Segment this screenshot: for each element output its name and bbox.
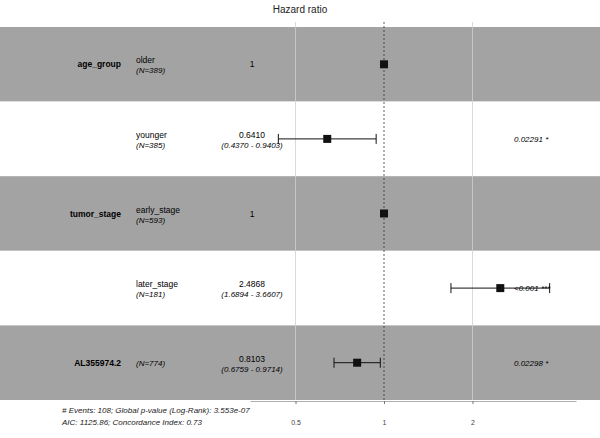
n-label: (N=181) xyxy=(136,290,165,299)
grid-line xyxy=(472,22,473,400)
footnote: # Events: 108; Global p-value (Log-Rank)… xyxy=(62,406,250,415)
tick-mark xyxy=(472,401,473,404)
tick: 1 xyxy=(383,401,387,426)
row-texts: age_group older(N=389) 1 younger(N=385) 0.64… xyxy=(70,55,551,373)
p-label: 0.02291 * xyxy=(514,135,549,144)
level-label: younger xyxy=(136,130,167,140)
confidence-interval xyxy=(334,358,380,368)
row-band xyxy=(0,27,600,102)
level-label: later_stage xyxy=(136,279,178,289)
tick: 0.5 xyxy=(291,401,301,426)
title: Hazard ratio xyxy=(273,4,328,15)
ci-segment xyxy=(450,283,451,293)
level-label: older xyxy=(136,55,155,65)
n-label: (N=389) xyxy=(136,66,165,75)
hazard-ratio-point xyxy=(353,359,361,367)
row-band xyxy=(0,251,600,326)
row-band xyxy=(0,176,600,251)
p-label: 0.02298 * xyxy=(514,359,549,368)
hr-label: 0.6410 xyxy=(239,130,265,140)
grid-line xyxy=(295,22,296,400)
axis-line xyxy=(251,401,577,402)
footnote: AIC: 1125.86; Concordance Index: 0.73 xyxy=(61,418,202,427)
marks xyxy=(278,60,549,367)
hr-label: 1 xyxy=(250,59,255,69)
hr-label: 2.4868 xyxy=(239,279,265,289)
tick-label: 2 xyxy=(471,419,475,426)
p-label: <0.001 *** xyxy=(514,284,551,293)
variable-label: tumor_stage xyxy=(70,209,121,219)
hr-label: 0.8103 xyxy=(239,354,265,364)
tick-mark xyxy=(296,401,297,404)
ci-segment xyxy=(376,134,377,144)
ci-label: (0.4370 - 0.9403) xyxy=(221,141,283,150)
x-axis: 0.5 1 2 xyxy=(251,401,577,426)
n-label: (N=774) xyxy=(136,359,165,368)
tick-mark xyxy=(384,401,385,404)
hazard-ratio-point xyxy=(323,135,331,143)
forest-plot: Hazard ratio age_group older(N=389) 1 younge… xyxy=(0,0,600,438)
hazard-ratio-point xyxy=(496,284,504,292)
variable-label: AL355974.2 xyxy=(74,358,121,368)
tick-label: 1 xyxy=(383,419,387,426)
level-label: early_stage xyxy=(136,205,180,215)
n-label: (N=385) xyxy=(136,141,165,150)
ci-label: (1.6894 - 3.6607) xyxy=(221,290,283,299)
n-label: (N=593) xyxy=(136,216,165,225)
ci-segment xyxy=(334,358,335,368)
variable-label: age_group xyxy=(78,59,121,69)
row-band xyxy=(0,325,600,400)
confidence-interval xyxy=(278,134,376,144)
hr-label: 1 xyxy=(250,209,255,219)
hazard-ratio-point xyxy=(380,60,388,68)
ci-label: (0.6759 - 0.9714) xyxy=(221,365,283,374)
ci-segment xyxy=(380,358,381,368)
tick: 2 xyxy=(471,401,475,426)
tick-label: 0.5 xyxy=(291,419,301,426)
row-band xyxy=(0,102,600,177)
hazard-ratio-point xyxy=(380,210,388,218)
